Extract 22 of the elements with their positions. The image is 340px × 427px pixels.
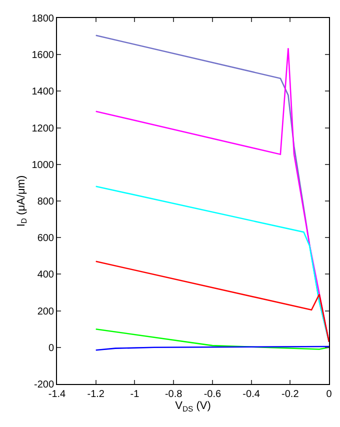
x-tick-label: -0.8 (164, 389, 183, 400)
x-tick-label: -0.4 (242, 389, 260, 400)
x-tick-label: -0.6 (204, 389, 222, 400)
x-tick-label: 0 (326, 389, 332, 400)
y-tick-label: 1600 (32, 50, 54, 62)
x-tick-label: -1.4 (48, 389, 66, 400)
y-tick-label: 800 (37, 196, 54, 208)
x-tick-label: -0.2 (282, 389, 300, 400)
y-tick-label: 1200 (32, 123, 54, 134)
x-axis-title: V$_{DS}$ (V) (175, 400, 211, 414)
y-tick-label: 400 (37, 270, 54, 281)
y-tick-label: 600 (37, 233, 54, 244)
x-tick-label: -1 (130, 389, 140, 400)
line-series (95, 328, 329, 350)
y-tick-label: 1000 (32, 160, 54, 171)
y-tick-label: 200 (37, 306, 54, 318)
line-series (95, 260, 329, 343)
y-tick-label: 1800 (32, 14, 54, 24)
y-tick-label: 0 (48, 342, 54, 354)
y-tick-label: 1400 (32, 86, 54, 98)
y-tick-label: -200 (34, 380, 54, 390)
x-tick-label: -1.2 (87, 389, 105, 400)
